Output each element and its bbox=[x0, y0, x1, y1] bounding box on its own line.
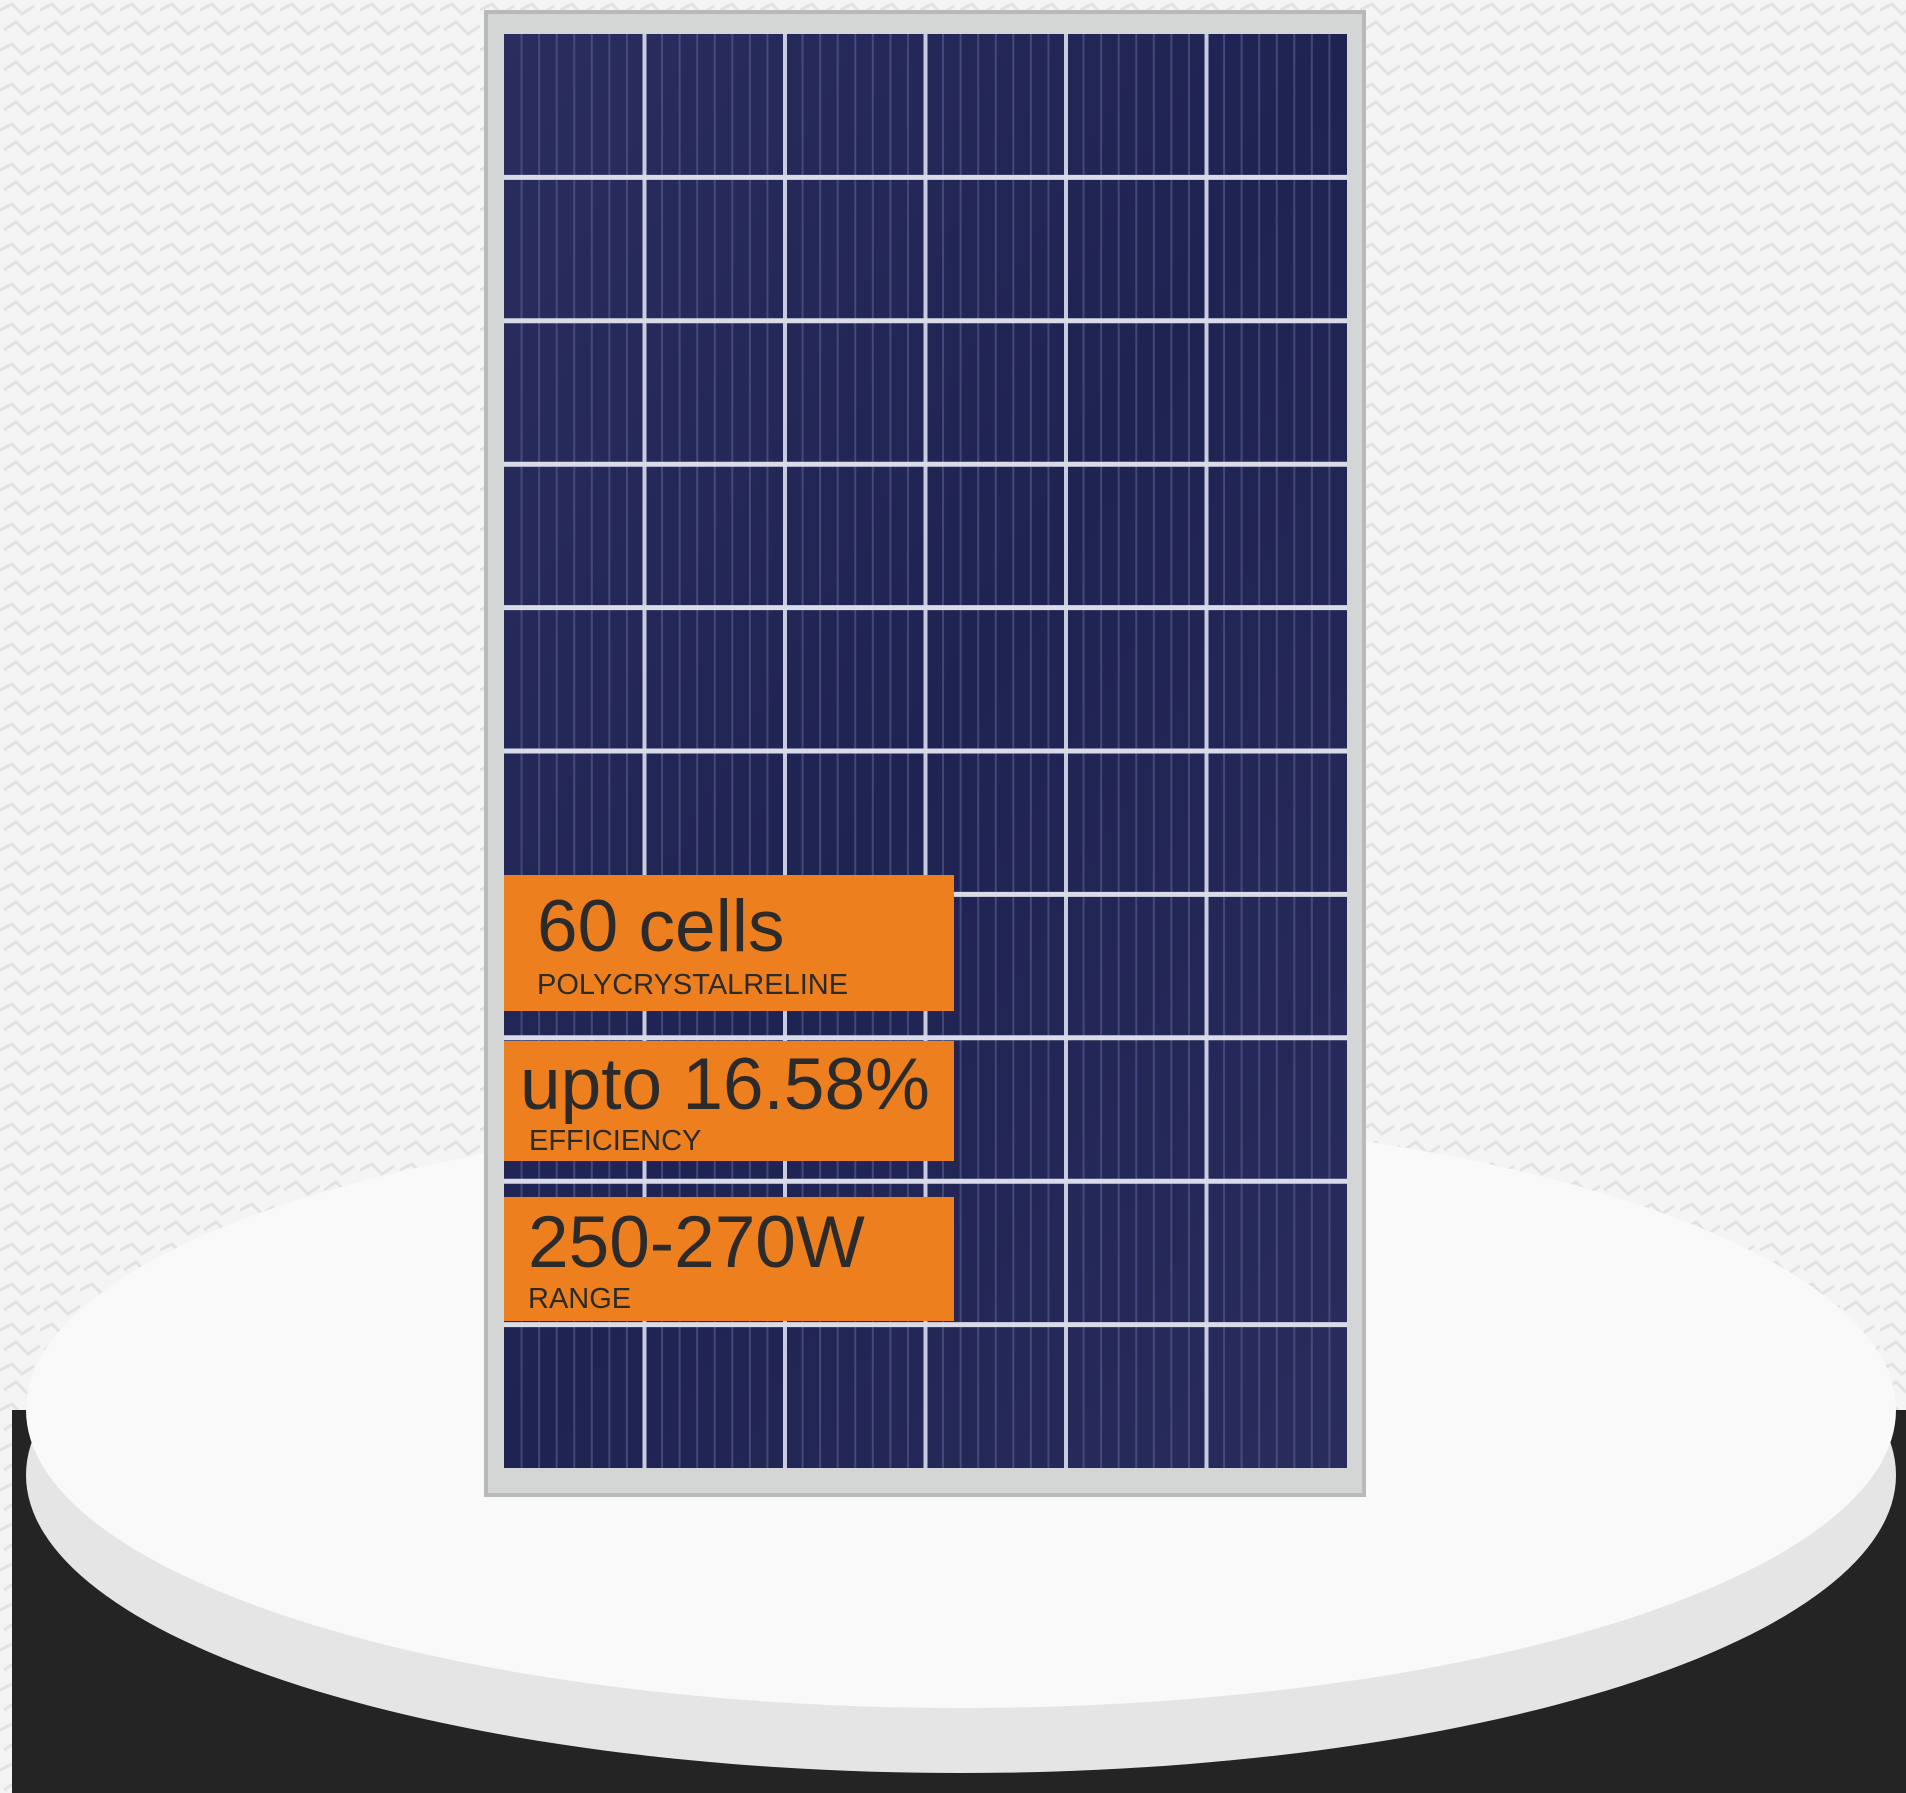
badge-2: upto 16.58% EFFICIENCY bbox=[504, 1041, 954, 1161]
badge-3: 250-270W RANGE bbox=[504, 1197, 954, 1321]
page: 60 cells POLYCRYSTALRELINE upto 16.58% E… bbox=[0, 0, 1906, 1793]
badge-title: upto 16.58% bbox=[520, 1044, 930, 1125]
badge-title: 250-270W bbox=[528, 1202, 865, 1283]
product-scene: 60 cells POLYCRYSTALRELINE upto 16.58% E… bbox=[0, 0, 1906, 1793]
badge-title: 60 cells bbox=[537, 886, 785, 967]
badge-subtitle: EFFICIENCY bbox=[529, 1125, 701, 1157]
badge-subtitle: RANGE bbox=[528, 1283, 631, 1315]
badge-subtitle: POLYCRYSTALRELINE bbox=[537, 969, 848, 1001]
badge-1: 60 cells POLYCRYSTALRELINE bbox=[504, 875, 954, 1011]
